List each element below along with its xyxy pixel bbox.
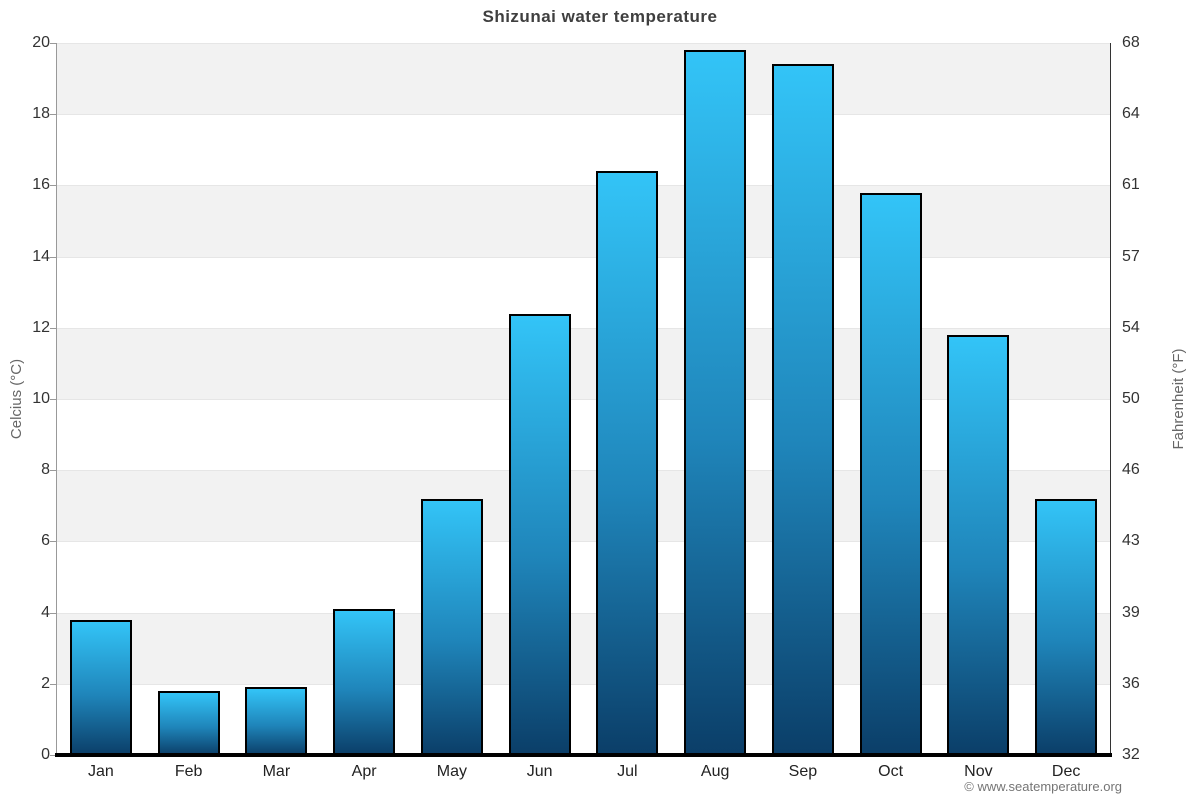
- y-axis-tick: [50, 399, 56, 400]
- y-axis-tick: [50, 114, 56, 116]
- chart-title: Shizunai water temperature: [482, 7, 718, 26]
- x-tick-label: Jun: [526, 763, 553, 780]
- y-tick-label-celsius: 12: [32, 318, 50, 336]
- plot-band: [57, 43, 1110, 115]
- x-tick-label: Aug: [700, 763, 730, 780]
- y-tick-label-fahrenheit: 50: [1122, 390, 1140, 407]
- copyright-credit: © www.seatemperature.org: [964, 779, 1122, 794]
- bar-oct[interactable]: [859, 192, 922, 755]
- plot-band: [57, 470, 1110, 542]
- plot-band: [57, 185, 1110, 257]
- y-axis-tick: [50, 470, 56, 472]
- bar-nov[interactable]: [947, 334, 1010, 755]
- x-tick-label: May: [436, 763, 467, 780]
- bar-feb[interactable]: [157, 690, 220, 755]
- bar-sep[interactable]: [771, 64, 834, 755]
- x-tick-label: Dec: [1051, 763, 1081, 780]
- y-axis-line-left: [56, 43, 57, 755]
- y-axis-line-right: [1110, 43, 1111, 755]
- x-axis-line: [55, 753, 1112, 757]
- y-axis-title-fahrenheit: Fahrenheit (°F): [1170, 348, 1187, 450]
- y-axis-tick: [50, 541, 56, 543]
- gridline: [57, 114, 1110, 116]
- bar-may[interactable]: [420, 498, 483, 755]
- y-tick-label-celsius: 18: [32, 105, 50, 123]
- y-tick-label-celsius: 2: [41, 674, 50, 692]
- bar-mar[interactable]: [245, 687, 308, 755]
- y-tick-label-celsius: 0: [41, 746, 50, 763]
- bar-apr[interactable]: [333, 609, 396, 755]
- gridline: [57, 399, 1110, 400]
- x-tick-label: Nov: [964, 763, 993, 780]
- y-tick-label-celsius: 6: [41, 532, 50, 550]
- x-tick-label: Sep: [788, 763, 818, 780]
- y-tick-label-celsius: 20: [32, 34, 50, 51]
- x-tick-label: Jan: [87, 763, 114, 780]
- y-tick-label-fahrenheit: 43: [1122, 532, 1140, 550]
- y-tick-label-celsius: 14: [32, 247, 50, 265]
- bar-aug[interactable]: [684, 50, 747, 755]
- x-tick-label: Feb: [174, 763, 203, 780]
- y-tick-label-fahrenheit: 36: [1122, 674, 1140, 692]
- y-axis-tick: [50, 327, 56, 329]
- y-axis-tick: [50, 612, 56, 614]
- y-axis-tick: [50, 755, 56, 756]
- gridline: [57, 185, 1110, 187]
- x-tick-label: Apr: [351, 763, 377, 780]
- bar-dec[interactable]: [1035, 498, 1098, 755]
- y-tick-label-celsius: 8: [41, 461, 50, 479]
- gridline: [57, 327, 1110, 329]
- plot-band: [57, 612, 1110, 684]
- x-tick-label: Mar: [262, 763, 291, 780]
- y-axis-tick: [50, 683, 56, 685]
- y-axis-tick: [50, 256, 56, 258]
- bar-jun[interactable]: [508, 313, 571, 755]
- y-tick-label-fahrenheit: 68: [1122, 34, 1140, 51]
- gridline: [57, 612, 1110, 614]
- y-tick-label-celsius: 4: [41, 603, 50, 621]
- x-tick-label: Oct: [878, 763, 904, 780]
- y-tick-label-fahrenheit: 57: [1122, 247, 1140, 265]
- y-tick-label-fahrenheit: 32: [1122, 746, 1140, 763]
- bar-jul[interactable]: [596, 171, 659, 755]
- y-tick-label-celsius: 10: [32, 390, 50, 407]
- gridline: [57, 256, 1110, 258]
- y-tick-label-fahrenheit: 64: [1122, 105, 1140, 123]
- y-axis-tick: [50, 43, 56, 44]
- gridline: [57, 470, 1110, 472]
- gridline: [57, 683, 1110, 685]
- bar-jan[interactable]: [69, 619, 132, 755]
- y-tick-label-fahrenheit: 39: [1122, 603, 1140, 621]
- y-axis-tick: [50, 185, 56, 187]
- y-tick-label-fahrenheit: 61: [1122, 176, 1140, 194]
- plot-band: [57, 327, 1110, 399]
- gridline: [57, 43, 1110, 44]
- gridline: [57, 541, 1110, 543]
- y-tick-label-fahrenheit: 54: [1122, 318, 1140, 336]
- y-tick-label-celsius: 16: [32, 176, 50, 194]
- x-tick-label: Jul: [617, 763, 638, 780]
- y-tick-label-fahrenheit: 46: [1122, 461, 1140, 479]
